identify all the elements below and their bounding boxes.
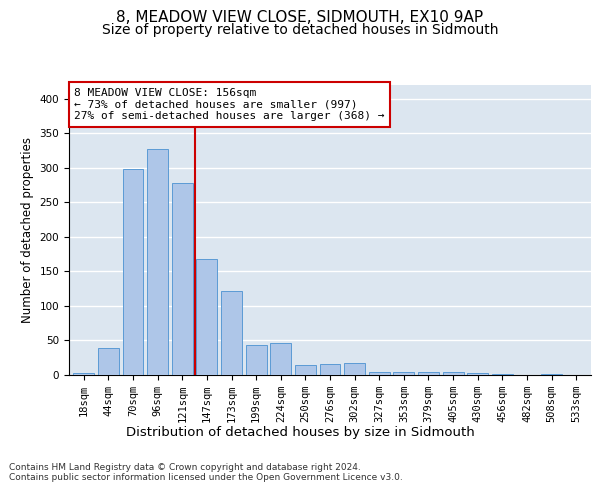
Text: 8, MEADOW VIEW CLOSE, SIDMOUTH, EX10 9AP: 8, MEADOW VIEW CLOSE, SIDMOUTH, EX10 9AP — [116, 10, 484, 25]
Bar — [295, 364, 316, 375]
Bar — [369, 372, 390, 375]
Bar — [443, 372, 464, 375]
Bar — [320, 364, 340, 375]
Bar — [344, 364, 365, 375]
Text: 8 MEADOW VIEW CLOSE: 156sqm
← 73% of detached houses are smaller (997)
27% of se: 8 MEADOW VIEW CLOSE: 156sqm ← 73% of det… — [74, 88, 385, 121]
Text: Size of property relative to detached houses in Sidmouth: Size of property relative to detached ho… — [102, 23, 498, 37]
Bar — [196, 259, 217, 375]
Bar — [172, 183, 193, 375]
Bar — [147, 148, 168, 375]
Text: Distribution of detached houses by size in Sidmouth: Distribution of detached houses by size … — [125, 426, 475, 439]
Bar — [98, 348, 119, 375]
Bar — [492, 374, 513, 375]
Bar — [467, 373, 488, 375]
Bar — [73, 373, 94, 375]
Bar — [221, 292, 242, 375]
Text: Contains HM Land Registry data © Crown copyright and database right 2024.
Contai: Contains HM Land Registry data © Crown c… — [9, 463, 403, 482]
Bar — [270, 343, 291, 375]
Bar — [122, 169, 143, 375]
Bar — [245, 344, 266, 375]
Y-axis label: Number of detached properties: Number of detached properties — [21, 137, 34, 323]
Bar — [541, 374, 562, 375]
Bar — [418, 372, 439, 375]
Bar — [394, 372, 415, 375]
